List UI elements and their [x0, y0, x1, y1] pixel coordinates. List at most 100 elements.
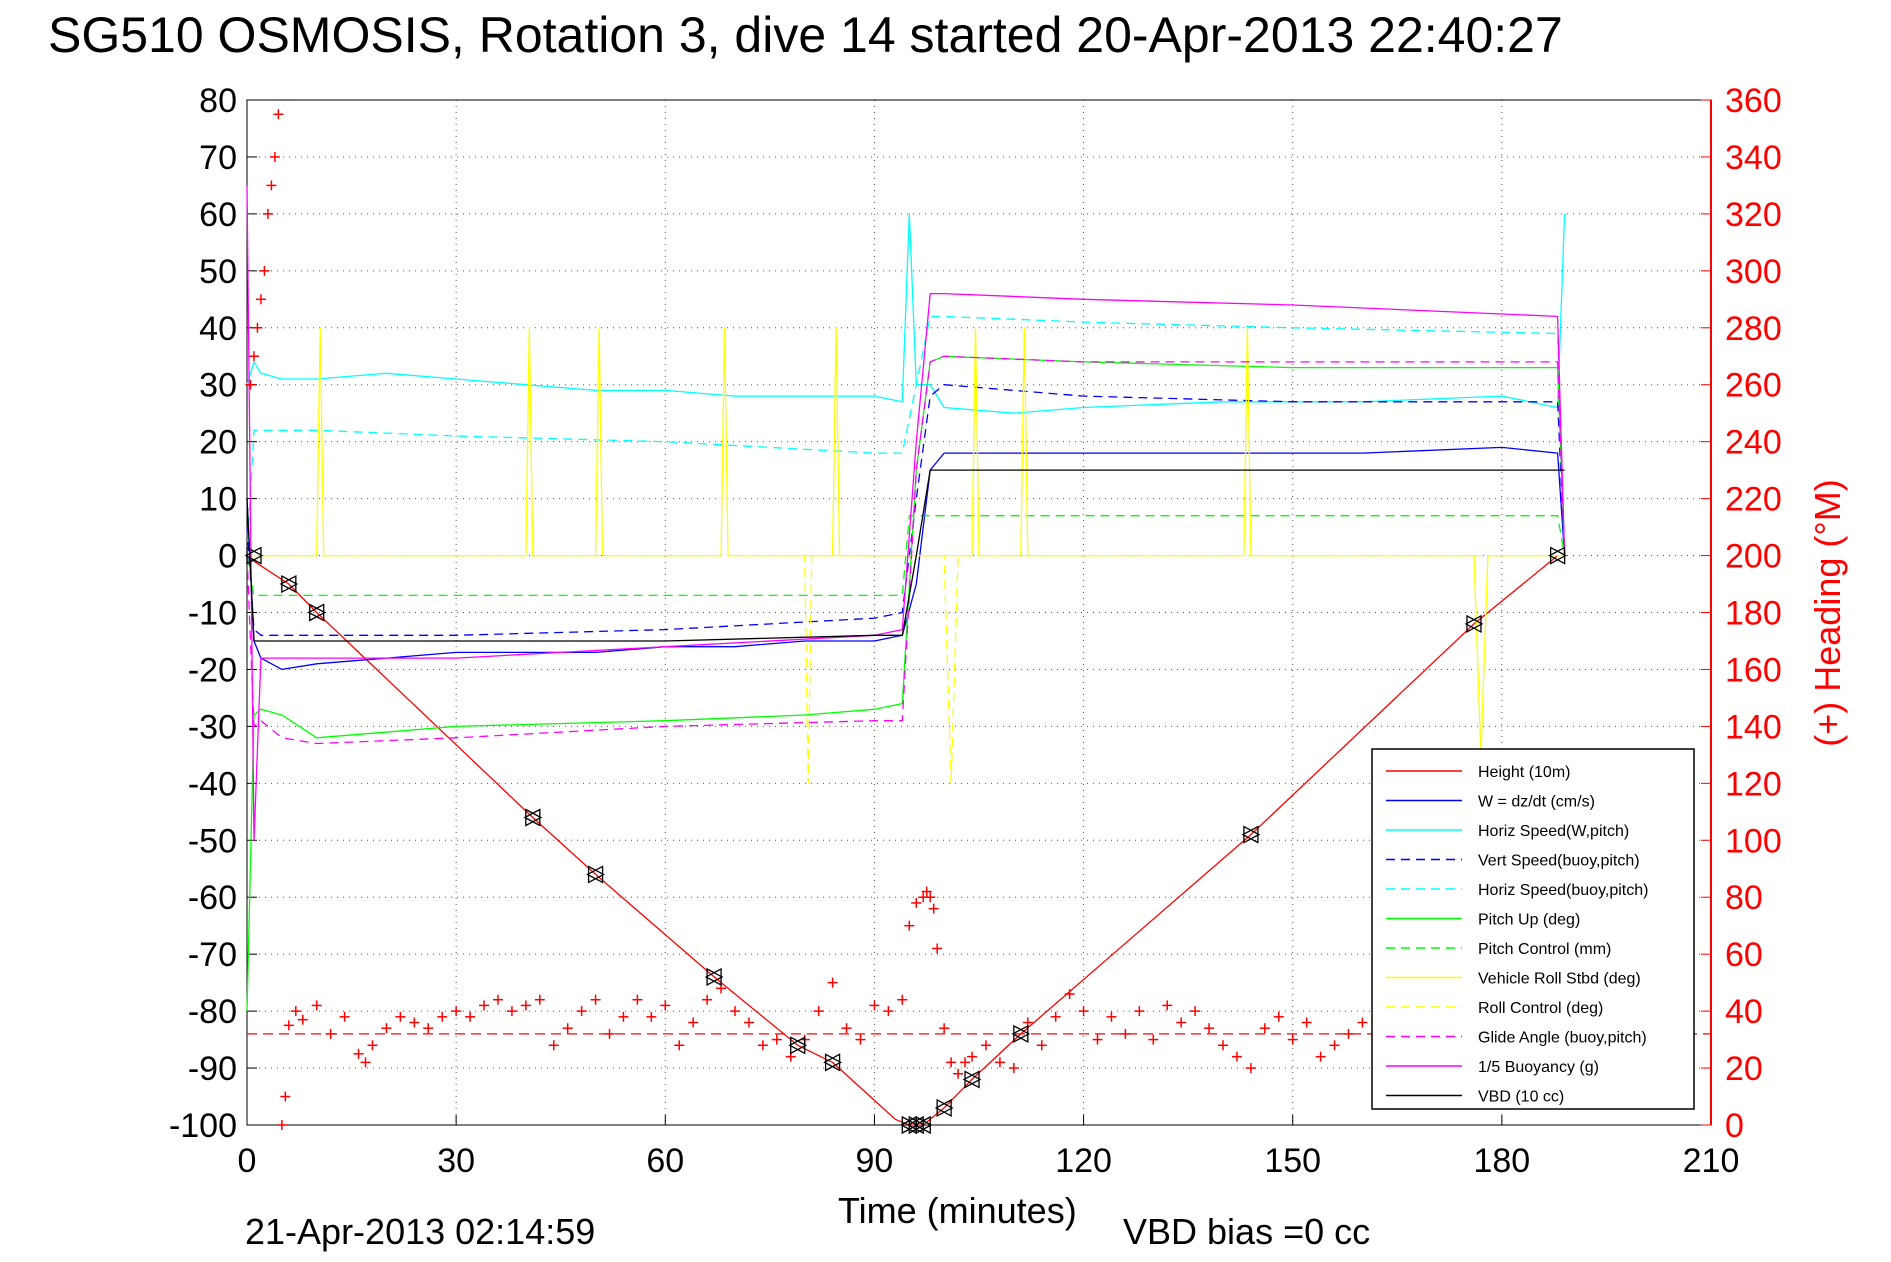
- series-line-3: [246, 384, 1566, 636]
- y2-tick-label: 140: [1725, 708, 1782, 746]
- heading-point: [1078, 1006, 1089, 1017]
- heading-point: [632, 994, 643, 1005]
- heading-point: [1162, 1000, 1173, 1011]
- y2-tick-label: 160: [1725, 651, 1782, 689]
- x-tick-label: 210: [1683, 1142, 1740, 1180]
- heading-point: [1329, 1040, 1340, 1051]
- heading-point: [1008, 1063, 1019, 1074]
- y2-tick-label: 180: [1725, 595, 1782, 633]
- heading-point: [904, 920, 915, 931]
- y2-tick-label: 20: [1725, 1050, 1763, 1088]
- legend-entry: Glide Angle (buoy,pitch): [1386, 1030, 1647, 1047]
- heading-point: [590, 994, 601, 1005]
- heading-point: [276, 1120, 287, 1130]
- heading-point: [409, 1017, 420, 1028]
- y2-tick-label: 200: [1725, 538, 1782, 576]
- height-marker: [913, 1115, 933, 1135]
- heading-point: [604, 1028, 615, 1039]
- y-tick-label: -80: [188, 993, 237, 1031]
- y-tick-label: -90: [188, 1050, 237, 1088]
- legend: Height (10m) W = dz/dt (cm/s) Horiz Speed(…: [1371, 748, 1695, 1110]
- heading-point: [506, 1006, 517, 1017]
- heading-point: [1315, 1051, 1326, 1062]
- heading-point: [262, 208, 273, 219]
- heading-point: [269, 151, 280, 162]
- heading-point: [259, 265, 270, 276]
- height-marker: [704, 967, 724, 987]
- legend-entry: Roll Control (deg): [1386, 1000, 1603, 1017]
- heading-point: [266, 180, 277, 191]
- y2-tick-label: 120: [1725, 765, 1782, 803]
- heading-point: [548, 1040, 559, 1051]
- heading-point: [618, 1011, 629, 1022]
- y2-axis-label: (+) Heading (°M): [1807, 479, 1848, 746]
- heading-point: [841, 1023, 852, 1034]
- heading-point: [953, 1068, 964, 1079]
- heading-point: [939, 1023, 950, 1034]
- height-marker: [244, 546, 264, 565]
- heading-point: [1204, 1023, 1215, 1034]
- height-marker: [279, 574, 299, 594]
- x-tick-label: 180: [1473, 1142, 1530, 1180]
- y2-tick-label: 240: [1725, 424, 1782, 462]
- height-marker: [1548, 546, 1568, 565]
- x-tick-label: 150: [1264, 1142, 1321, 1180]
- heading-point: [492, 994, 503, 1005]
- heading-point: [932, 943, 943, 954]
- heading-point: [1134, 1006, 1145, 1017]
- heading-point: [395, 1011, 406, 1022]
- legend-label: Roll Control (deg): [1478, 1000, 1603, 1017]
- heading-point: [771, 1034, 782, 1045]
- heading-point: [1148, 1034, 1159, 1045]
- heading-point: [367, 1040, 378, 1051]
- heading-point: [451, 1006, 462, 1017]
- y-tick-label: -70: [188, 936, 237, 974]
- y2-axis-tick-labels: 3603403203002802602402202001801601401201…: [1701, 82, 1782, 1145]
- heading-point: [1301, 1017, 1312, 1028]
- heading-point: [479, 1000, 490, 1011]
- series-line-1: [246, 446, 1566, 671]
- height-marker: [788, 1036, 808, 1055]
- height-marker: [586, 865, 605, 884]
- legend-entry: Horiz Speed(buoy,pitch): [1386, 882, 1648, 899]
- heading-point: [813, 1006, 824, 1017]
- heading-point: [646, 1011, 657, 1022]
- x-tick-label: 0: [238, 1142, 257, 1180]
- chart-title: SG510 OSMOSIS, Rotation 3, dive 14 start…: [48, 7, 1563, 63]
- series-line-6: [246, 515, 1566, 597]
- heading-point: [1287, 1034, 1298, 1045]
- legend-entry: Pitch Control (mm): [1386, 941, 1611, 958]
- legend-entry: Vehicle Roll Stbd (deg): [1386, 971, 1641, 988]
- height-marker: [962, 1070, 982, 1089]
- footer-vbd-bias: VBD bias =0 cc: [1123, 1211, 1370, 1252]
- heading-point: [869, 1000, 880, 1011]
- height-marker: [307, 603, 327, 622]
- x-tick-label: 120: [1055, 1142, 1112, 1180]
- heading-point: [1176, 1017, 1187, 1028]
- heading-point: [980, 1040, 991, 1051]
- legend-label: Horiz Speed(buoy,pitch): [1478, 882, 1648, 899]
- footer-end-time: 21-Apr-2013 02:14:59: [245, 1211, 595, 1252]
- legend-label: Pitch Up (deg): [1478, 912, 1580, 929]
- heading-point: [576, 1006, 587, 1017]
- heading-point: [1357, 1017, 1368, 1028]
- height-marker: [823, 1053, 842, 1072]
- y-tick-label: 50: [199, 253, 237, 291]
- heading-point: [283, 1020, 294, 1031]
- heading-point: [925, 892, 936, 903]
- series-line-7: [247, 327, 1565, 756]
- legend-box: [1371, 748, 1695, 1110]
- heading-layer: [245, 109, 1396, 1130]
- heading-point: [423, 1023, 434, 1034]
- heading-point: [960, 1057, 971, 1068]
- heading-point: [437, 1011, 448, 1022]
- series-layer: [246, 185, 1711, 1126]
- x-axis-label: Time (minutes): [838, 1190, 1077, 1231]
- heading-point: [1050, 1011, 1061, 1022]
- heading-point: [252, 322, 263, 333]
- x-axis-tick-labels: 0 30 60 90 120 150 180 210: [238, 1115, 1740, 1180]
- y-tick-label: 0: [218, 538, 237, 576]
- series-line-5: [246, 355, 1566, 1012]
- heading-point: [325, 1028, 336, 1039]
